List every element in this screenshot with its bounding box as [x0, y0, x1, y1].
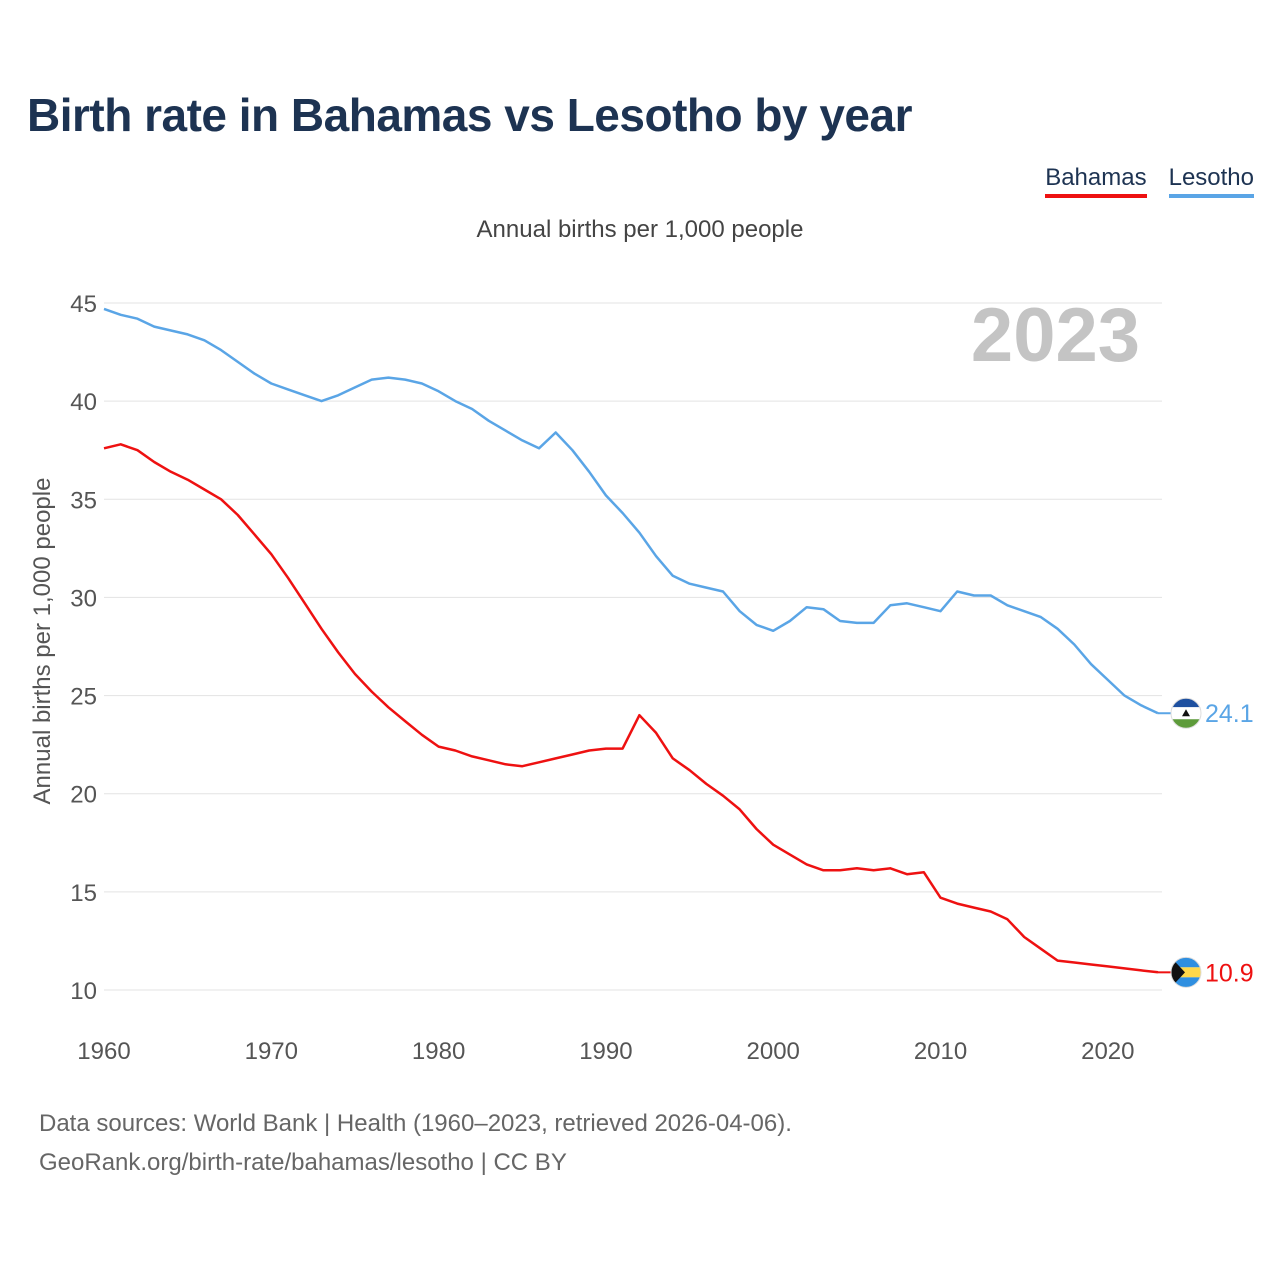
- x-tick-label-1960: 1960: [77, 1038, 130, 1065]
- y-tick-label-25: 25: [70, 684, 97, 711]
- y-tick-label-40: 40: [70, 389, 97, 416]
- x-tick-label-2020: 2020: [1081, 1038, 1134, 1065]
- y-tick-label-20: 20: [70, 782, 97, 809]
- y-tick-label-30: 30: [70, 585, 97, 612]
- y-axis-ticks: 10 15 20 25 30 35 40 45: [70, 291, 97, 1005]
- chart-title: Birth rate in Bahamas vs Lesotho by year: [27, 89, 912, 141]
- source-link[interactable]: GeoRank.org/birth-rate/bahamas/lesotho |…: [39, 1149, 567, 1176]
- x-tick-label-2000: 2000: [747, 1038, 800, 1065]
- gridlines: [104, 302, 1162, 991]
- lesotho-flag-icon: [1170, 697, 1202, 729]
- y-tick-label-45: 45: [70, 291, 97, 318]
- bahamas-flag-icon: [1170, 956, 1202, 988]
- y-tick-label-10: 10: [70, 978, 97, 1005]
- y-tick-label-35: 35: [70, 487, 97, 514]
- y-tick-label-15: 15: [70, 880, 97, 907]
- series-lines: [103, 307, 1159, 974]
- end-value-label-lesotho: 24.1: [1205, 700, 1254, 728]
- line-chart: 10 15 20 25 30 35 40 45 1960 1970 1980 1990 2000 201…: [29, 291, 1254, 1065]
- x-tick-label-1990: 1990: [579, 1038, 632, 1065]
- data-source-note: Data sources: World Bank | Health (1960–…: [39, 1110, 792, 1137]
- x-tick-label-2010: 2010: [914, 1038, 967, 1065]
- legend: Bahamas Lesotho: [1045, 164, 1254, 198]
- end-markers: 24.1 10.9: [1158, 697, 1254, 988]
- legend-item-bahamas[interactable]: Bahamas: [1045, 164, 1147, 198]
- series-line-bahamas[interactable]: [103, 443, 1159, 974]
- year-watermark: 2023: [971, 293, 1140, 378]
- series-line-lesotho[interactable]: [103, 307, 1159, 715]
- footer: Data sources: World Bank | Health (1960–…: [39, 1104, 792, 1182]
- x-tick-label-1970: 1970: [245, 1038, 298, 1065]
- x-axis-ticks: 1960 1970 1980 1990 2000 2010 2020: [77, 1038, 1134, 1065]
- y-axis-title: Annual births per 1,000 people: [29, 478, 56, 805]
- chart-subtitle: Annual births per 1,000 people: [476, 216, 804, 243]
- end-value-label-bahamas: 10.9: [1205, 959, 1254, 987]
- legend-item-lesotho[interactable]: Lesotho: [1168, 164, 1254, 198]
- x-tick-label-1980: 1980: [412, 1038, 465, 1065]
